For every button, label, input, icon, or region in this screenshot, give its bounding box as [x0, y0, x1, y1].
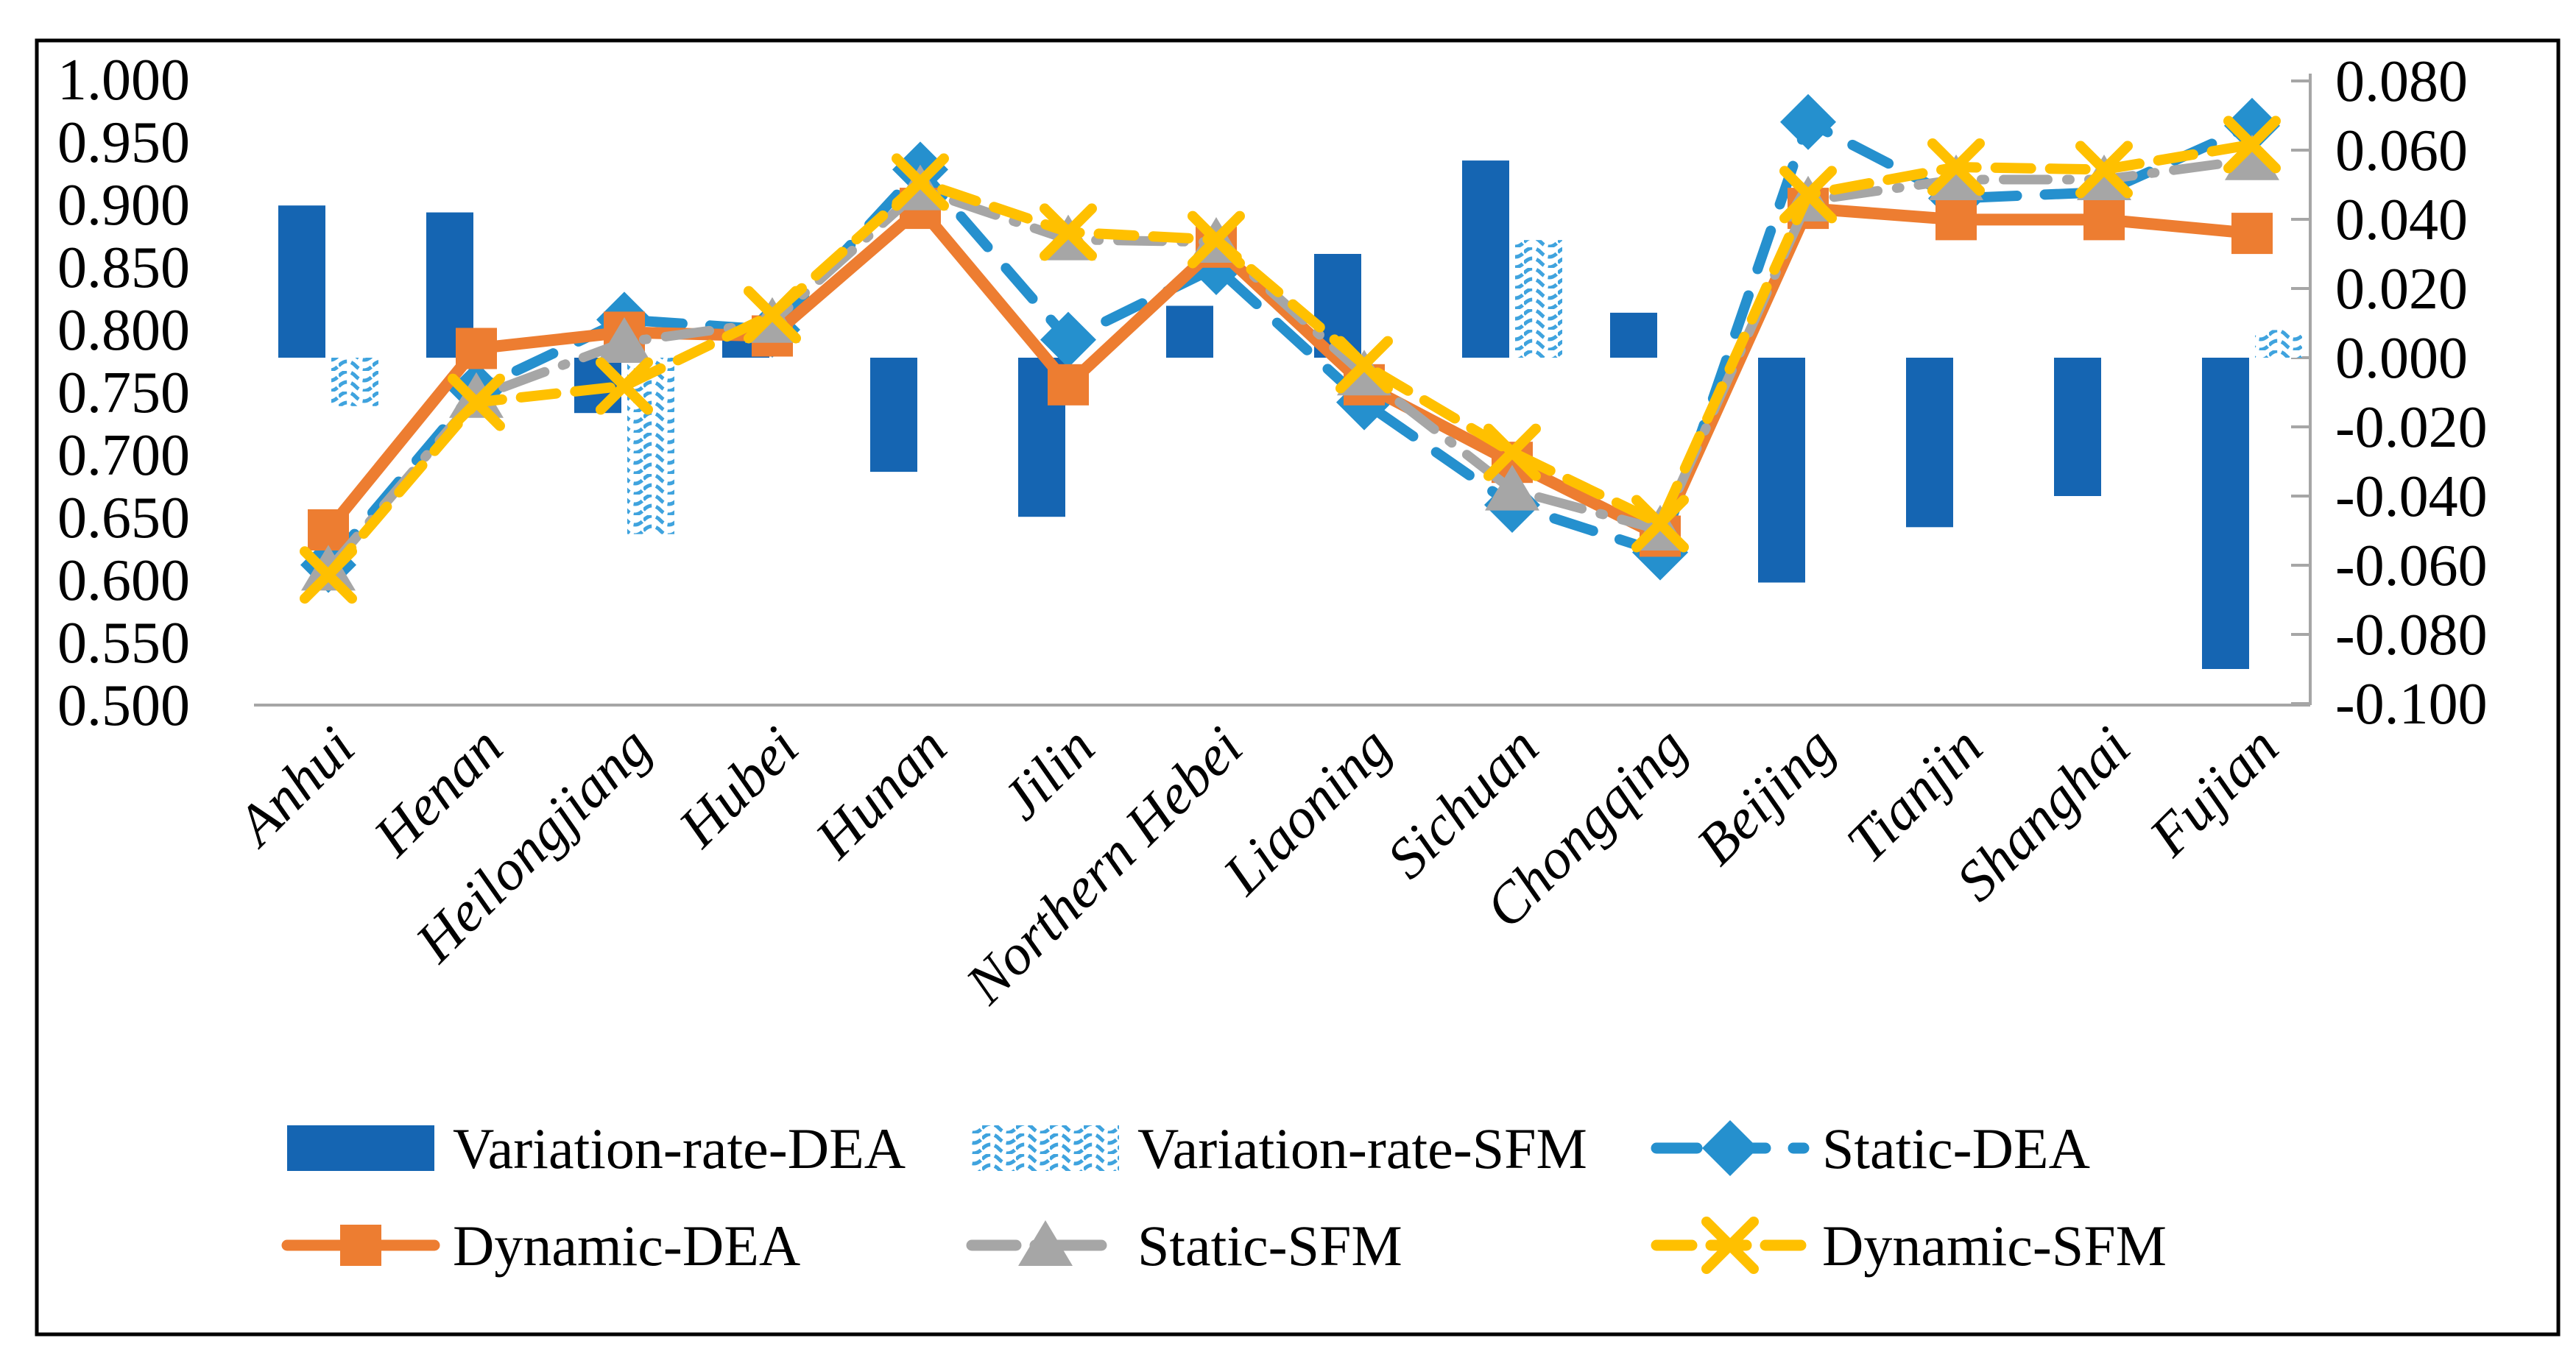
right-axis-tick-labels: 0.0800.0600.0400.0200.000-0.020-0.040-0.…: [2291, 49, 2488, 737]
x-axis-category-label: Beijing: [1684, 715, 1846, 877]
series-dynamic-sfm-line: [300, 116, 2281, 604]
bar-variation-rate-sfm: [2255, 330, 2302, 358]
legend-item-variation-rate-sfm: Variation-rate-SFM: [972, 1116, 1587, 1181]
legend-item-static-dea: Static-DEA: [1651, 1116, 2090, 1181]
left-axis-tick-label: 0.500: [57, 673, 190, 738]
right-axis-tick-label: 0.020: [2335, 257, 2468, 322]
left-axis-tick-label: 0.800: [57, 298, 190, 363]
bar-variation-rate-sfm: [331, 358, 378, 406]
legend-label: Static-DEA: [1822, 1116, 2090, 1181]
bar-variation-rate-dea: [1906, 358, 1953, 528]
left-axis-tick-label: 0.600: [57, 548, 190, 613]
x-axis-category-label: Liaoning: [1210, 715, 1402, 907]
left-axis-tick-label: 0.850: [57, 236, 190, 300]
legend-swatch-bar-solid: [287, 1125, 434, 1171]
series-static-dea-line: [300, 93, 2280, 593]
right-axis-tick-label: 0.060: [2335, 118, 2468, 183]
axes: [254, 74, 2312, 707]
right-axis-tick-label: 0.000: [2335, 326, 2468, 391]
left-axis-tick-label: 0.950: [57, 110, 190, 175]
left-axis-tick-label: 0.750: [57, 361, 190, 425]
legend-item-variation-rate-dea: Variation-rate-DEA: [287, 1116, 906, 1181]
left-axis-tick-label: 1.000: [57, 48, 190, 113]
right-axis-tick-label: -0.040: [2335, 464, 2488, 529]
legend-label: Static-SFM: [1137, 1214, 1402, 1278]
x-axis-category-label: Fujian: [2136, 715, 2290, 868]
legend-item-dynamic-dea: Dynamic-DEA: [281, 1214, 800, 1278]
left-axis-tick-label: 0.700: [57, 423, 190, 488]
bar-variation-rate-dea: [2054, 358, 2101, 496]
x-axis-category-label: Hubei: [666, 715, 811, 860]
legend-item-dynamic-sfm: Dynamic-SFM: [1651, 1214, 2167, 1278]
bar-variation-rate-dea: [1758, 358, 1805, 583]
right-axis-tick-label: -0.060: [2335, 534, 2488, 598]
legend: Variation-rate-DEA Variation-rate-SFM Stat…: [281, 1116, 2167, 1278]
series-variation-rate-sfm-bars: [331, 240, 2302, 534]
left-axis-tick-label: 0.650: [57, 486, 190, 551]
left-axis-tick-labels: 1.0000.9500.9000.8500.8000.7500.7000.650…: [57, 48, 190, 738]
bar-variation-rate-dea: [1610, 312, 1657, 358]
legend-swatch-bar-pattern: [972, 1125, 1119, 1171]
bar-variation-rate-sfm: [1515, 240, 1562, 358]
legend-item-static-sfm: Static-SFM: [966, 1214, 1402, 1278]
bar-variation-rate-dea: [1462, 160, 1509, 358]
left-axis-tick-label: 0.900: [57, 173, 190, 238]
legend-label: Dynamic-SFM: [1822, 1214, 2167, 1278]
bar-variation-rate-dea: [870, 358, 917, 473]
x-axis-category-label: Hunan: [802, 715, 959, 871]
right-axis-tick-label: -0.080: [2335, 603, 2488, 668]
bar-variation-rate-sfm: [627, 358, 674, 534]
bar-variation-rate-dea: [278, 205, 325, 358]
right-axis-tick-label: 0.040: [2335, 188, 2468, 252]
right-axis-tick-label: -0.100: [2335, 672, 2488, 737]
left-axis-tick-label: 0.550: [57, 611, 190, 676]
x-axis-category-label: Anhui: [222, 715, 367, 860]
right-axis-tick-label: -0.020: [2335, 395, 2488, 460]
figure-border: [35, 38, 2561, 1337]
legend-label: Dynamic-DEA: [453, 1214, 800, 1278]
bar-variation-rate-dea: [1166, 305, 1213, 358]
x-axis-category-label: Jilin: [989, 715, 1107, 832]
legend-label: Variation-rate-DEA: [453, 1116, 906, 1181]
series-variation-rate-dea-bars: [278, 160, 2249, 669]
legend-label: Variation-rate-SFM: [1137, 1116, 1587, 1181]
right-axis-tick-label: 0.080: [2335, 49, 2468, 114]
bar-variation-rate-dea: [2202, 358, 2249, 669]
